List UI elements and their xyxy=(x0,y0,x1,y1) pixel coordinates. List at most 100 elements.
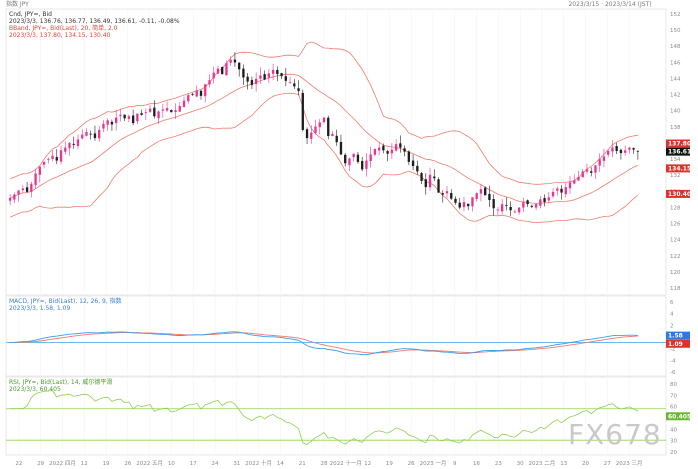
candle-body xyxy=(208,80,211,85)
candle-body xyxy=(314,126,317,134)
candle-body xyxy=(505,204,508,206)
tag-macd: 1.58 xyxy=(668,333,683,340)
candle-body xyxy=(233,59,237,63)
candle-body xyxy=(424,179,427,188)
rsi-tick-label: 20 xyxy=(670,450,677,456)
macd-panel[interactable] xyxy=(5,295,667,377)
price-tick-label: 122 xyxy=(670,254,681,260)
macd-tick-label: 4 xyxy=(670,312,674,318)
candle-body xyxy=(238,62,241,70)
header-timestamp: 2023/3/15 · 2023/3/14 (JST) xyxy=(568,1,651,8)
candle-body xyxy=(450,193,453,199)
price-tick-label: 144 xyxy=(670,76,681,82)
macd-tick-label: -2 xyxy=(670,347,675,353)
candle-body xyxy=(594,165,597,173)
candle-body xyxy=(276,69,279,75)
candle-body xyxy=(301,92,304,130)
macd-line xyxy=(10,331,638,356)
candle-body xyxy=(331,133,334,136)
candle-body xyxy=(119,114,122,117)
candle-body xyxy=(76,139,80,146)
macd-series xyxy=(6,331,666,356)
candle-body xyxy=(445,191,449,194)
legend-bb-values: 2023/3/3, 137.80, 134.15, 130.40 xyxy=(9,32,111,39)
legend-ohlc-values: 2023/3/3, 136.76, 136.77, 136.49, 136.61… xyxy=(9,18,180,25)
macd-tick-label: -4 xyxy=(670,358,676,364)
candle-body xyxy=(458,202,461,208)
candle-body xyxy=(394,144,398,151)
candle-body xyxy=(161,109,164,111)
candle-body xyxy=(496,209,500,211)
candle-body xyxy=(356,154,360,162)
candle-body xyxy=(615,146,618,152)
candle-body xyxy=(628,147,631,150)
rsi-tick-label: 80 xyxy=(670,382,677,388)
candlestick-series xyxy=(8,52,640,217)
candle-body xyxy=(551,191,555,197)
candle-body xyxy=(89,133,92,135)
tag-bb-mid: 134.15 xyxy=(668,165,691,172)
candle-body xyxy=(611,147,614,152)
candle-body xyxy=(420,173,423,181)
candle-body xyxy=(585,169,589,172)
rsi-tick-label: 60 xyxy=(670,405,677,411)
candle-body xyxy=(51,155,54,159)
candle-body xyxy=(403,148,406,152)
candle-body xyxy=(479,189,483,194)
candle-body xyxy=(242,68,245,78)
bb-upper-line xyxy=(9,41,638,185)
candle-body xyxy=(598,159,601,166)
watermark-logo: FX678 xyxy=(568,418,662,451)
rsi-series xyxy=(6,390,666,446)
candle-body xyxy=(517,207,521,213)
candle-body xyxy=(390,149,394,154)
candle-body xyxy=(365,160,368,169)
candle-body xyxy=(492,199,495,209)
candle-body xyxy=(284,76,287,81)
legend-rsi-title: RSI, JPY=, Bid(Last), 14, 威尔德平滑 xyxy=(9,378,112,386)
rsi-panel[interactable] xyxy=(5,376,667,456)
candle-body xyxy=(64,147,67,152)
candle-body xyxy=(110,121,114,125)
candle-body xyxy=(564,187,567,195)
candle-body xyxy=(581,171,584,178)
price-tick-label: 152 xyxy=(670,12,681,18)
price-tick-label: 126 xyxy=(670,222,681,228)
price-tick-label: 120 xyxy=(670,270,681,276)
candle-body xyxy=(488,193,491,201)
candle-body xyxy=(573,180,576,184)
candle-body xyxy=(263,74,266,80)
axis-labels: 1521501481461441421401381361341321301281… xyxy=(15,12,681,467)
candle-body xyxy=(42,161,46,165)
x-tick-label: 19 xyxy=(386,461,393,467)
rsi-tick-label: 30 xyxy=(670,439,677,445)
x-tick-label: 2022 五月 xyxy=(136,460,163,467)
tag-macd-signal-bg xyxy=(666,339,690,348)
candle-body xyxy=(500,204,504,212)
candle-body xyxy=(636,150,640,152)
x-tick-label: 10 xyxy=(168,461,175,467)
candle-body xyxy=(361,160,364,170)
candle-body xyxy=(619,149,623,154)
candle-body xyxy=(556,188,559,191)
candle-body xyxy=(568,182,572,189)
candle-body xyxy=(140,113,143,115)
x-tick-label: 26 xyxy=(408,461,415,467)
candle-body xyxy=(352,153,355,158)
candle-body xyxy=(93,133,97,139)
tag-bb-upper: 137.80 xyxy=(668,141,691,148)
candle-body xyxy=(8,198,12,201)
candle-body xyxy=(305,129,309,139)
price-tick-label: 148 xyxy=(670,44,681,50)
candle-body xyxy=(114,117,118,123)
candle-body xyxy=(297,88,300,92)
candle-body xyxy=(246,76,249,82)
candle-body xyxy=(411,160,415,166)
candle-body xyxy=(377,147,381,151)
x-tick-label: 31 xyxy=(233,461,240,467)
x-tick-label: 2023 三月 xyxy=(616,460,643,467)
x-tick-label: 21 xyxy=(299,461,306,467)
candle-body xyxy=(85,131,88,136)
candle-body xyxy=(38,166,41,175)
